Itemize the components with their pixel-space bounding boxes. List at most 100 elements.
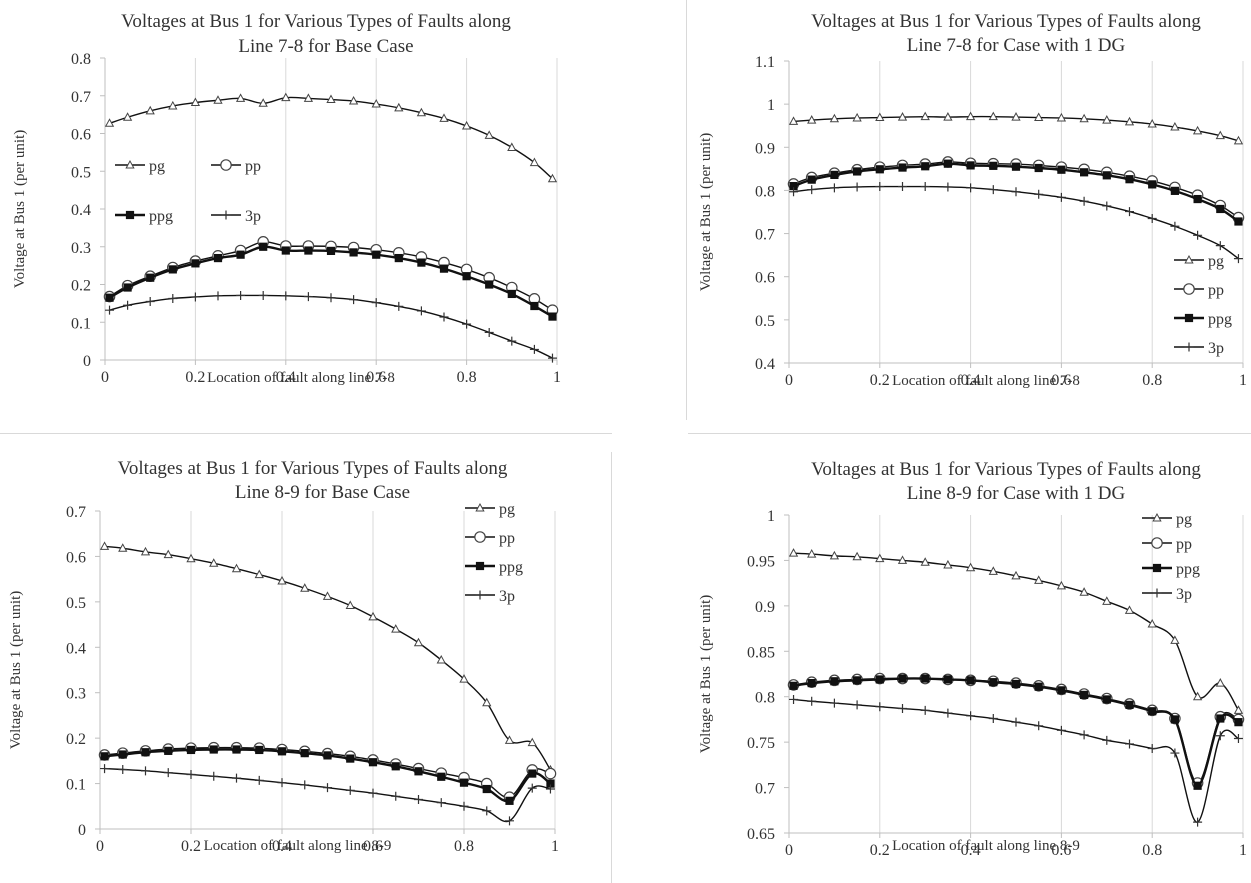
legend-marker xyxy=(1184,342,1194,352)
series-pg xyxy=(788,111,1244,145)
chart-title: Voltages at Bus 1 for Various Types of F… xyxy=(118,458,508,479)
y-tick-label: 0.85 xyxy=(747,644,775,661)
data-point xyxy=(1102,171,1111,180)
data-point xyxy=(1125,700,1134,709)
data-point xyxy=(236,250,245,259)
data-point xyxy=(371,99,381,108)
chart-line78-dg: Voltages at Bus 1 for Various Types of F… xyxy=(698,11,1247,389)
data-point xyxy=(258,98,268,107)
data-point xyxy=(852,112,862,122)
data-point xyxy=(1125,207,1134,217)
data-point xyxy=(1011,187,1021,197)
chart-line89-dg: Voltages at Bus 1 for Various Types of F… xyxy=(698,459,1247,859)
x-tick-label: 0.8 xyxy=(1142,372,1162,389)
x-tick-label: 0.6 xyxy=(1051,372,1071,389)
data-point xyxy=(368,758,378,767)
data-point xyxy=(213,253,223,263)
data-point xyxy=(1124,605,1135,614)
legend-marker xyxy=(1152,563,1162,573)
series-pg xyxy=(788,548,1244,714)
chart-panel-line89-base: Voltages at Bus 1 for Various Types of F… xyxy=(0,452,612,883)
x-tick-label: 0.2 xyxy=(870,372,890,389)
data-point xyxy=(255,745,264,755)
legend-marker xyxy=(475,590,485,600)
data-point xyxy=(1056,112,1067,122)
y-tick-label: 1 xyxy=(767,508,775,525)
data-point xyxy=(989,161,998,170)
data-point xyxy=(1011,570,1021,580)
data-point xyxy=(277,747,287,756)
data-point xyxy=(1215,731,1225,741)
x-tick-label: 0.8 xyxy=(454,838,474,855)
data-point xyxy=(1057,686,1066,695)
data-point xyxy=(1148,180,1157,189)
data-point xyxy=(236,290,246,300)
data-point xyxy=(1147,213,1157,223)
data-point xyxy=(1011,112,1021,121)
y-tick-label: 0.9 xyxy=(755,599,775,616)
data-point xyxy=(348,95,359,105)
series-ppg xyxy=(100,745,555,805)
data-point xyxy=(544,767,557,780)
data-point xyxy=(168,100,178,110)
data-point xyxy=(235,93,246,102)
data-point xyxy=(788,116,799,125)
legend-marker xyxy=(221,210,231,220)
data-point xyxy=(829,550,840,560)
x-tick-label: 0.2 xyxy=(870,842,890,859)
data-point xyxy=(485,280,494,289)
data-point xyxy=(186,769,196,779)
y-tick-label: 0.6 xyxy=(71,127,91,144)
data-point xyxy=(505,816,514,826)
y-tick-label: 0.75 xyxy=(747,735,775,752)
data-point xyxy=(807,696,817,706)
chart-line89-base: Voltages at Bus 1 for Various Types of F… xyxy=(8,458,559,855)
legend-label-pg: pg xyxy=(1208,253,1224,270)
data-point xyxy=(807,549,817,558)
data-point xyxy=(436,654,446,664)
y-tick-label: 0.7 xyxy=(755,781,775,798)
data-point xyxy=(303,292,313,302)
series-line xyxy=(793,677,1240,787)
y-tick-label: 0 xyxy=(78,822,86,839)
data-point xyxy=(459,778,469,787)
y-axis-label: Voltage at Bus 1 (per unit) xyxy=(8,591,24,749)
data-point xyxy=(439,312,449,322)
data-point xyxy=(394,253,403,263)
data-point xyxy=(461,120,472,130)
y-tick-label: 0.9 xyxy=(755,140,775,157)
data-point xyxy=(99,541,110,550)
data-point xyxy=(875,182,885,192)
data-point xyxy=(875,112,885,122)
data-point xyxy=(416,306,426,316)
data-point xyxy=(943,559,953,569)
y-tick-label: 0.6 xyxy=(755,270,775,287)
legend: pg pp ppg 3p xyxy=(1142,511,1200,603)
data-point xyxy=(484,130,494,139)
data-point xyxy=(462,319,472,329)
data-point xyxy=(232,745,241,754)
legend-label-pg: pg xyxy=(149,158,165,175)
data-point xyxy=(988,111,998,121)
data-point xyxy=(807,185,817,195)
data-point xyxy=(394,102,404,112)
data-point xyxy=(145,296,155,306)
y-tick-label: 0.5 xyxy=(755,313,775,330)
x-tick-label: 1 xyxy=(1239,372,1247,389)
data-point xyxy=(853,676,862,685)
x-tick-label: 0.4 xyxy=(961,372,981,389)
data-point xyxy=(966,161,975,170)
chart-title: Line 8-9 for Base Case xyxy=(235,482,410,503)
data-point xyxy=(303,93,314,102)
y-axis-label: Voltage at Bus 1 (per unit) xyxy=(698,595,714,753)
data-point xyxy=(547,173,558,183)
data-point xyxy=(965,562,976,572)
data-point xyxy=(209,558,219,567)
data-point xyxy=(1193,817,1203,827)
data-point xyxy=(281,92,291,102)
data-point xyxy=(1170,221,1180,231)
legend-marker xyxy=(475,561,485,571)
data-point xyxy=(988,185,998,195)
data-point xyxy=(530,301,539,311)
data-point xyxy=(830,677,839,686)
